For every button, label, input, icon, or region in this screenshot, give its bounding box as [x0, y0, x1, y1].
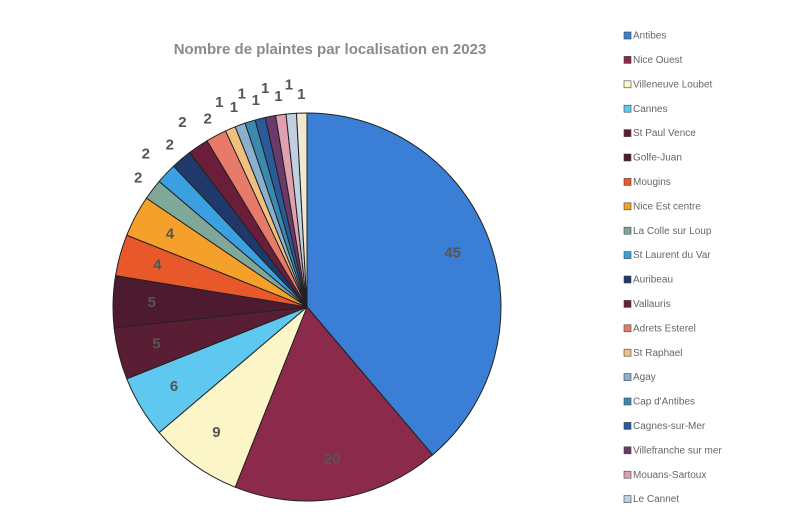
- legend-label: Auribeau: [633, 275, 673, 286]
- legend-swatch: [623, 56, 632, 64]
- legend-label: Cagnes-sur-Mer: [633, 421, 706, 432]
- legend-swatch: [623, 31, 632, 40]
- data-label: 1: [252, 92, 260, 109]
- legend-label: Adrets Esterel: [633, 323, 696, 334]
- legend-label: Mougins: [633, 177, 671, 188]
- legend-label: Agay: [633, 372, 656, 383]
- data-label: 2: [166, 136, 174, 153]
- legend-swatch: [623, 226, 632, 235]
- legend-label: Nice Ouest: [633, 55, 683, 66]
- data-label: 6: [170, 378, 178, 395]
- legend-swatch: [623, 275, 632, 284]
- legend-swatch: [623, 422, 632, 430]
- data-label: 1: [230, 99, 238, 116]
- legend-swatch: [623, 495, 632, 503]
- pie-slice: [234, 306, 434, 502]
- data-label: 1: [297, 86, 305, 103]
- data-label: 1: [215, 94, 223, 111]
- legend-swatch: [623, 397, 632, 406]
- legend-label: Cannes: [633, 104, 667, 115]
- data-label: 1: [261, 80, 269, 97]
- data-label: 4: [166, 225, 175, 242]
- legend-label: La Colle sur Loup: [633, 226, 712, 237]
- legend-swatch: [623, 80, 632, 89]
- data-label: 1: [274, 88, 282, 105]
- legend-label: Antibes: [633, 31, 666, 42]
- legend-swatch: [623, 104, 632, 113]
- data-label: 20: [324, 451, 341, 468]
- legend-label: St Paul Vence: [633, 128, 696, 139]
- legend-swatch: [623, 470, 632, 479]
- legend-swatch: [623, 324, 632, 333]
- data-label: 9: [212, 424, 220, 441]
- data-label: 45: [444, 244, 461, 261]
- legend-swatch: [623, 300, 632, 308]
- data-label: 2: [178, 114, 186, 131]
- legend-swatch: [623, 153, 632, 162]
- pie-slice: [306, 112, 502, 456]
- legend-label: Villeneuve Loubet: [633, 79, 713, 90]
- legend-label: Vallauris: [633, 299, 671, 310]
- data-label: 1: [238, 86, 246, 103]
- pie-slice: [158, 306, 308, 488]
- data-label: 2: [134, 170, 142, 187]
- legend-swatch: [623, 178, 632, 186]
- legend-swatch: [623, 446, 632, 455]
- legend-swatch: [623, 373, 632, 381]
- legend-swatch: [623, 129, 632, 137]
- data-label: 5: [148, 294, 156, 311]
- legend-label: Mouans-Sartoux: [633, 470, 706, 481]
- data-label: 1: [285, 77, 293, 94]
- legend-swatch: [623, 202, 632, 211]
- legend-label: St Raphael: [633, 348, 682, 359]
- data-label: 2: [142, 145, 150, 162]
- legend-label: Nice Est centre: [633, 201, 701, 212]
- legend-swatch: [623, 348, 632, 357]
- legend-label: Le Cannet: [633, 494, 679, 505]
- chart-title: Nombre de plaintes par localisation en 2…: [174, 41, 487, 58]
- legend-label: Villefranche sur mer: [633, 445, 722, 456]
- data-label: 5: [152, 335, 160, 352]
- legend-label: Cap d'Antibes: [633, 397, 695, 408]
- legend-swatch: [623, 251, 632, 259]
- data-label: 2: [204, 111, 212, 128]
- legend-label: Golfe-Juan: [633, 153, 682, 164]
- legend-label: St Laurent du Var: [633, 250, 711, 261]
- data-label: 4: [153, 256, 162, 273]
- pie-slice: [295, 112, 308, 308]
